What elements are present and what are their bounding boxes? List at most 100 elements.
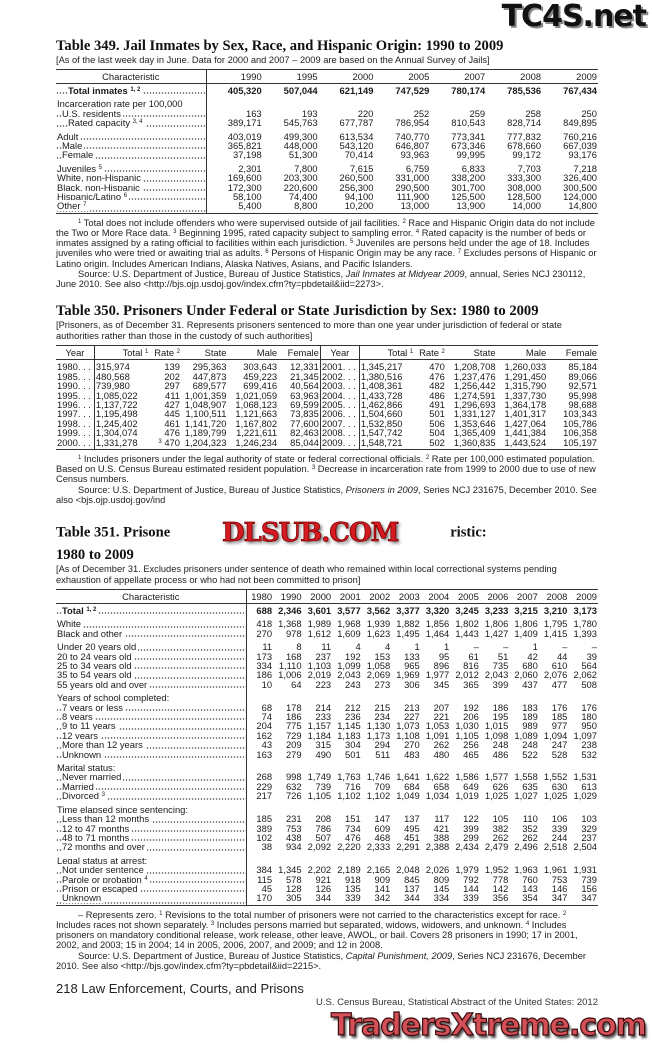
row-label-value: Black and other [57, 627, 123, 639]
cell-value: 1,977 [425, 669, 450, 681]
cell-value: 667,039 [563, 140, 597, 152]
cell-value: 334 [256, 660, 273, 671]
footnote-text: Persons of Hispanic Origin may be any ra… [268, 248, 458, 259]
row-label: Unknown [56, 892, 247, 906]
cell-value: 3,173 [573, 604, 597, 616]
cell-value: 918 [345, 873, 361, 885]
year-label: 1998 [57, 417, 78, 429]
cell-value: 233 [315, 711, 332, 723]
cell-value: 2,333 [366, 841, 391, 853]
row-label-value: Female [62, 149, 94, 161]
cell-value: 315 [315, 739, 332, 751]
cell-value [391, 759, 421, 772]
cell-value: 145 [433, 882, 450, 894]
cell-value: 2,076 [543, 669, 568, 681]
header-row: Characteristic 1990 1995 2000 2005 2007 2008 20… [56, 69, 598, 84]
cell-value [509, 689, 539, 702]
cell-text: 1,100,511 [185, 408, 227, 420]
cell-value: 1,025 [543, 790, 568, 802]
cell-value: 1,141,720 [181, 419, 227, 428]
superscript: 1 [159, 910, 163, 917]
row-label-text: White [57, 618, 83, 630]
row-label-text: U.S. residents [62, 107, 123, 119]
cell-value: 445 [149, 409, 181, 418]
year-label: 1996 [57, 398, 78, 410]
cell-value: 133 [404, 650, 420, 662]
cell-value: 234 [374, 711, 391, 723]
cell-value: 2,019 [307, 669, 332, 681]
cell-text: 1,462,866 [360, 398, 403, 410]
cell-value: 39 [586, 650, 597, 662]
cell-value: 214 [315, 701, 332, 713]
cell-value: 51 [497, 650, 509, 662]
cell-value [303, 852, 333, 865]
cell-value: 760,216 [563, 130, 597, 142]
superscript: 1 [144, 349, 149, 356]
footnote-paragraph: Source: U.S. Department of Justice, Bure… [56, 269, 598, 289]
cell-value [539, 689, 569, 702]
cell-value: 262 [522, 831, 538, 843]
cell-text: 1,221,611 [236, 427, 278, 439]
column-header-text: Male [256, 347, 278, 359]
cell-value: 14,000 [512, 200, 542, 212]
cell-value: 909 [374, 873, 391, 885]
cell-value [273, 801, 303, 814]
cell-value: 193 [301, 107, 318, 119]
cell-value: 1,979 [455, 864, 479, 876]
cell-value: 507,044 [283, 85, 318, 96]
cell-value: 1,931 [573, 864, 597, 876]
table-row: Years of school completed: [56, 689, 598, 704]
footnote-text: , Series NCJ 231675, December 2010. See … [56, 484, 597, 505]
cell-value: 128 [285, 882, 302, 894]
cell-value: 2004. . . [319, 390, 360, 400]
cell-value: 74,400 [288, 191, 318, 203]
cell-value: 504 [414, 428, 446, 437]
table-row: U.S. residents 163 193 220 252 259 258 250 [56, 107, 598, 119]
row-label-text: Time elapsed since sentencing: [57, 803, 190, 815]
cell-text: 1,331,278 [95, 436, 138, 448]
cell-text: 1,245,402 [95, 417, 138, 429]
cell-value: 1996. . . [56, 398, 95, 410]
cell-value: 85,184 [547, 360, 598, 372]
cell-value: 223 [315, 678, 332, 690]
cell-text: 476 [164, 427, 180, 439]
column-header: 1990 [206, 69, 263, 84]
table-row: Divorced 3 217 726 1,105 1,102 1,102 1,049 1,03… [56, 790, 598, 802]
cell-value: 896 [433, 660, 450, 671]
cell-value: 1,969 [396, 669, 420, 681]
column-header: 2009 [568, 588, 598, 604]
cell-value: 153 [374, 650, 391, 662]
cell-value: 1,121,663 [227, 409, 278, 418]
cell-value: 1,612 [307, 627, 332, 639]
cell-value: 1,183 [337, 729, 361, 741]
cell-value: 144 [463, 882, 479, 894]
cell-value: 58,100 [232, 191, 262, 203]
row-label-text: Black and other [57, 627, 125, 639]
column-header: 2006 [479, 588, 510, 604]
cell-value: 1,577 [484, 771, 509, 783]
cell-value: 1,623 [366, 627, 391, 639]
cell-value: 1 [532, 641, 538, 653]
cell-text: 501 [429, 408, 445, 420]
cell-value: 1,034 [425, 790, 450, 802]
italic-title: Jail Inmates at Midyear 2009 [345, 268, 465, 279]
cell-value [568, 759, 598, 772]
cell-value: 747,529 [395, 85, 430, 96]
row-label: Not under sentence [56, 864, 247, 876]
cell-value: 1,968 [337, 618, 361, 630]
cell-value [421, 852, 451, 865]
cell-value [303, 759, 333, 772]
cell-value: 1,802 [455, 618, 479, 630]
cell-value: 849,895 [563, 117, 597, 129]
cell-value: 477 [551, 678, 568, 690]
superscript: 1 [78, 218, 82, 225]
cell-value: 965 [404, 660, 420, 671]
cell-value: 1,068,123 [227, 400, 278, 409]
cell-value: 115 [257, 873, 273, 885]
cell-value: 82,463 [278, 428, 320, 437]
cell-value: 1,963 [514, 864, 538, 876]
cell-value: 262 [492, 831, 509, 843]
table-row: 48 to 71 months 102 438 507 476 468 451 388 299 2… [56, 831, 598, 843]
cell-value: 632 [285, 780, 302, 792]
cell-value: 305 [285, 892, 302, 904]
